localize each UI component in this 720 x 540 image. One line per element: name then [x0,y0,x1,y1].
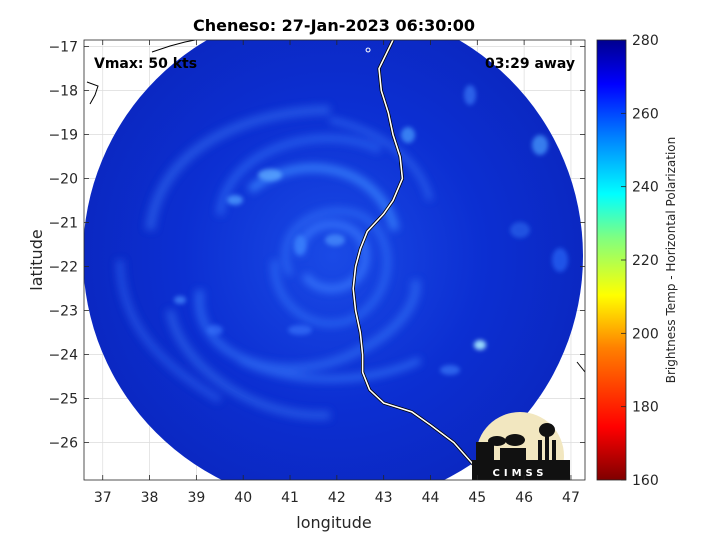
y-tick-label: −24 [48,348,78,364]
x-tick-label: 41 [281,490,299,506]
y-tick-label: −21 [48,216,78,232]
y-tick-label: −18 [48,84,78,100]
cimss-logo: CIMSS [472,412,570,480]
axes-frame [83,39,586,481]
y-tick-label: −26 [48,436,78,452]
x-tick-label: 43 [375,490,393,506]
y-tick-label: −23 [48,304,78,320]
time-away-label: 03:29 away [485,56,575,72]
x-axis-ticks: 37 38 39 40 41 42 43 44 45 46 47 [94,40,580,506]
x-tick-label: 45 [468,490,486,506]
colorbar-tick-label: 200 [632,326,659,342]
vmax-label: Vmax: 50 kts [94,56,197,72]
colorbar-tick-label: 180 [632,400,659,416]
colorbar-tick-label: 280 [632,33,659,49]
coastline-line [352,40,478,470]
x-axis-label: longitude [296,513,371,532]
colorbar-tick-label: 260 [632,106,659,122]
x-tick-label: 40 [234,490,252,506]
x-tick-label: 37 [94,490,112,506]
y-axis-label: latitude [27,229,46,290]
colorbar-tick-label: 220 [632,253,659,269]
colorbar-ticks: 160 180 200 220 240 260 280 [621,33,659,489]
cloud-bands [116,85,568,420]
y-tick-label: −20 [48,172,78,188]
coastline-fragments [86,40,585,373]
colorbar-tick-label: 240 [632,180,659,196]
colorbar-label: Brightness Temp - Horizontal Polarizatio… [664,137,678,384]
x-tick-label: 44 [422,490,440,506]
y-tick-label: −17 [48,40,78,56]
y-tick-label: −25 [48,392,78,408]
x-tick-label: 38 [141,490,159,506]
x-tick-label: 47 [562,490,580,506]
logo-text: CIMSS [493,468,548,479]
x-tick-label: 46 [515,490,533,506]
y-axis-ticks: −17 −18 −19 −20 −21 −22 −23 −24 −25 −26 [48,40,585,452]
y-tick-label: −19 [48,128,78,144]
y-tick-label: −22 [48,260,78,276]
chart-title: Cheneso: 27-Jan-2023 06:30:00 [193,16,475,35]
colorbar-tick-label: 160 [632,473,659,489]
coastline [351,40,479,471]
x-tick-label: 42 [328,490,346,506]
x-tick-label: 39 [187,490,205,506]
